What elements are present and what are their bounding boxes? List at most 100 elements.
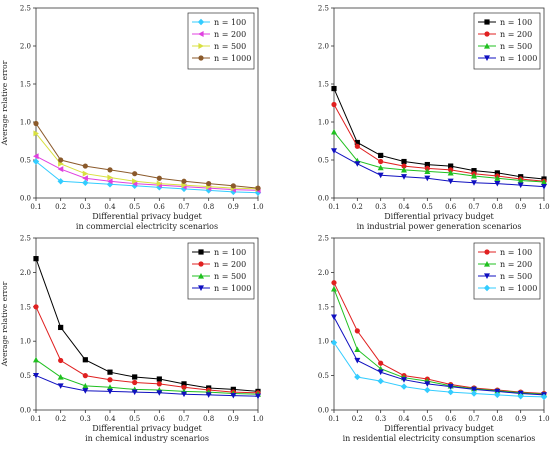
legend-swatch-marker [484, 273, 490, 279]
data-point [424, 381, 431, 387]
legend-swatch-marker [198, 249, 204, 255]
series-3 [331, 314, 547, 398]
legend: n = 100 n = 200 n = 500 n = 1000 [187, 242, 255, 300]
x-tick-label: 0.3 [375, 203, 386, 211]
y-tick-label: 1.5 [318, 81, 329, 89]
data-point [82, 170, 89, 177]
data-point [33, 304, 39, 310]
data-point [58, 324, 64, 331]
data-point [517, 177, 524, 184]
data-point [82, 175, 88, 182]
legend-label: n = 100 [214, 248, 246, 257]
series-line [333, 88, 545, 180]
x-tick-label: 1.0 [252, 415, 263, 423]
legend-label: n = 1000 [214, 54, 251, 63]
x-tick-label: 0.4 [398, 415, 410, 423]
data-point [331, 101, 337, 108]
data-point [494, 388, 501, 395]
x-tick-label: 0.5 [422, 203, 433, 211]
data-point [107, 174, 113, 181]
x-tick-label: 0.7 [178, 415, 189, 423]
data-point [57, 178, 64, 185]
data-point [447, 178, 454, 185]
data-point [57, 383, 64, 389]
chart-panel-4: 0.1 0.2 0.3 0.4 0.5 0.6 0.7 0.8 0.9 1.0 0.0 0.5 1.0 1… [318, 235, 550, 444]
data-point [33, 356, 39, 363]
x-tick-label: 1.0 [538, 415, 549, 423]
y-tick-label: 0.0 [20, 407, 31, 415]
data-point [180, 185, 188, 193]
legend-label: n = 100 [500, 18, 532, 27]
series-line [35, 375, 259, 397]
legend-label: n = 1000 [500, 54, 537, 63]
data-point [494, 175, 501, 181]
x-tick-label: 0.6 [154, 415, 166, 423]
data-point [33, 130, 39, 137]
data-point [33, 153, 39, 160]
plot-frame [333, 237, 545, 411]
data-point [331, 314, 337, 321]
data-point [331, 148, 337, 154]
data-point [401, 174, 407, 180]
x-tick-label: 0.9 [228, 203, 239, 211]
series-4 [330, 339, 548, 401]
series-line [35, 306, 259, 394]
x-tick-label: 0.9 [228, 415, 239, 423]
y-tick-label: 2.0 [20, 269, 31, 277]
data-point [132, 379, 138, 386]
data-point [401, 377, 407, 383]
y-tick-label: 1.0 [318, 119, 329, 127]
legend-label: n = 200 [214, 30, 246, 39]
data-point [33, 120, 39, 127]
data-point [156, 180, 163, 187]
data-point [58, 157, 64, 163]
data-point [132, 178, 138, 185]
y-tick-label: 0.5 [318, 372, 329, 380]
legend-label: n = 500 [214, 272, 246, 281]
data-point [107, 377, 113, 383]
data-point [354, 139, 360, 146]
x-tick-label: 1.0 [538, 203, 549, 211]
panel-caption: in commercial electricity scenarios [76, 222, 218, 231]
y-tick-label: 1.5 [20, 81, 31, 89]
data-point [447, 388, 454, 396]
data-point [132, 374, 138, 380]
data-point [82, 373, 88, 379]
panel-caption: in residential electricity consumption s… [343, 434, 536, 443]
data-point [354, 346, 361, 353]
legend-label: n = 500 [500, 42, 532, 51]
data-point [156, 376, 162, 382]
data-point [230, 183, 236, 189]
legend-label: n = 1000 [500, 284, 537, 293]
series-line [35, 359, 259, 395]
data-point [82, 163, 88, 169]
legend-label: n = 200 [214, 260, 246, 269]
legend-swatch-marker [484, 261, 490, 267]
chart-panel-3: 0.1 0.2 0.3 0.4 0.5 0.6 0.7 0.8 0.9 1.0 0.0 0.5 1.0 1… [0, 235, 264, 444]
data-point [206, 180, 212, 187]
panel-caption: in industrial power generation scenarios [357, 222, 522, 231]
data-point [205, 392, 212, 398]
y-tick-label: 0.5 [20, 157, 31, 165]
series-line [333, 342, 545, 398]
x-axis-label: Differential privacy budget [384, 424, 494, 433]
data-point [470, 390, 478, 397]
data-point [255, 393, 261, 400]
data-point [471, 168, 477, 174]
x-tick-label: 0.6 [445, 415, 457, 423]
legend-swatch-marker [484, 43, 490, 49]
series-3 [33, 356, 261, 397]
data-point [424, 386, 431, 394]
legend-label: n = 200 [500, 260, 532, 269]
series-line [333, 150, 545, 188]
data-point [354, 161, 361, 167]
x-tick-label: 0.8 [203, 415, 214, 423]
x-tick-label: 0.9 [515, 415, 526, 423]
x-tick-label: 0.4 [104, 415, 116, 423]
data-point [424, 175, 431, 182]
plot-frame [35, 237, 259, 411]
data-point [57, 166, 64, 173]
x-tick-label: 0.8 [203, 203, 214, 211]
data-point [494, 170, 500, 176]
